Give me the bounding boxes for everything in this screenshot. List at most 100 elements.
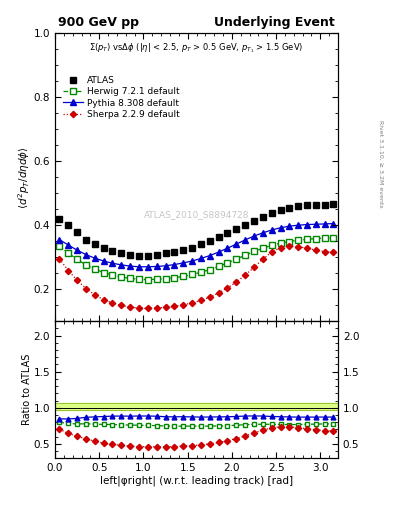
Herwig 7.2.1 default <box>137 276 141 282</box>
Line: ATLAS: ATLAS <box>57 202 335 258</box>
Herwig 7.2.1 default <box>208 267 212 273</box>
Pythia 8.308 default <box>181 260 185 266</box>
Pythia 8.308 default <box>216 249 221 255</box>
Herwig 7.2.1 default <box>296 237 301 243</box>
Pythia 8.308 default <box>154 263 159 269</box>
Pythia 8.308 default <box>287 223 292 229</box>
Herwig 7.2.1 default <box>128 275 132 282</box>
Herwig 7.2.1 default <box>181 273 185 280</box>
ATLAS <box>163 250 168 257</box>
Herwig 7.2.1 default <box>216 263 221 269</box>
Pythia 8.308 default <box>296 222 301 228</box>
ATLAS <box>216 234 221 241</box>
ATLAS <box>243 222 248 228</box>
ATLAS <box>172 249 177 255</box>
Herwig 7.2.1 default <box>305 236 309 242</box>
Herwig 7.2.1 default <box>261 245 265 251</box>
ATLAS <box>66 222 71 228</box>
Line: Herwig 7.2.1 default: Herwig 7.2.1 default <box>57 235 335 282</box>
Sherpa 2.2.9 default <box>181 302 185 308</box>
ATLAS <box>225 230 230 236</box>
Sherpa 2.2.9 default <box>163 304 168 310</box>
Sherpa 2.2.9 default <box>84 286 88 292</box>
Herwig 7.2.1 default <box>322 235 327 241</box>
Pythia 8.308 default <box>269 227 274 233</box>
Pythia 8.308 default <box>119 262 124 268</box>
Sherpa 2.2.9 default <box>119 303 124 309</box>
Sherpa 2.2.9 default <box>234 279 239 285</box>
Sherpa 2.2.9 default <box>269 249 274 255</box>
Pythia 8.308 default <box>261 230 265 236</box>
Sherpa 2.2.9 default <box>57 255 62 262</box>
Sherpa 2.2.9 default <box>278 245 283 251</box>
ATLAS <box>57 216 62 222</box>
Pythia 8.308 default <box>128 263 132 269</box>
Sherpa 2.2.9 default <box>66 268 71 274</box>
ATLAS <box>145 252 150 259</box>
Herwig 7.2.1 default <box>84 262 88 268</box>
Herwig 7.2.1 default <box>154 276 159 282</box>
Sherpa 2.2.9 default <box>322 249 327 255</box>
Text: $\Sigma(p_T)$ vs$\Delta\phi$ ($|\eta|$ < 2.5, $p_T$ > 0.5 GeV, $p_{T_1}$ > 1.5 G: $\Sigma(p_T)$ vs$\Delta\phi$ ($|\eta|$ <… <box>89 42 304 55</box>
Herwig 7.2.1 default <box>234 256 239 262</box>
Pythia 8.308 default <box>243 237 248 243</box>
Sherpa 2.2.9 default <box>305 245 309 251</box>
Herwig 7.2.1 default <box>278 240 283 246</box>
Sherpa 2.2.9 default <box>92 292 97 298</box>
Herwig 7.2.1 default <box>190 271 195 278</box>
ATLAS <box>208 238 212 244</box>
Pythia 8.308 default <box>75 247 79 253</box>
Herwig 7.2.1 default <box>287 239 292 245</box>
Pythia 8.308 default <box>322 221 327 227</box>
Pythia 8.308 default <box>145 264 150 270</box>
Sherpa 2.2.9 default <box>216 290 221 296</box>
Herwig 7.2.1 default <box>57 243 62 249</box>
Pythia 8.308 default <box>84 251 88 258</box>
Bar <box>55 402 338 410</box>
Herwig 7.2.1 default <box>198 269 203 275</box>
ATLAS <box>252 218 256 224</box>
Legend: ATLAS, Herwig 7.2.1 default, Pythia 8.308 default, Sherpa 2.2.9 default: ATLAS, Herwig 7.2.1 default, Pythia 8.30… <box>62 75 180 120</box>
Pythia 8.308 default <box>331 221 335 227</box>
Herwig 7.2.1 default <box>252 248 256 254</box>
Herwig 7.2.1 default <box>75 257 79 263</box>
Pythia 8.308 default <box>225 245 230 251</box>
Line: Pythia 8.308 default: Pythia 8.308 default <box>57 221 335 269</box>
Herwig 7.2.1 default <box>119 274 124 280</box>
Sherpa 2.2.9 default <box>128 304 132 310</box>
Pythia 8.308 default <box>163 263 168 269</box>
Pythia 8.308 default <box>110 260 115 266</box>
Y-axis label: $\langle d^2 p_T/d\eta d\phi \rangle$: $\langle d^2 p_T/d\eta d\phi \rangle$ <box>17 146 32 209</box>
ATLAS <box>287 204 292 210</box>
X-axis label: left|φright| (w.r.t. leading track) [rad]: left|φright| (w.r.t. leading track) [rad… <box>100 476 293 486</box>
ATLAS <box>261 214 265 220</box>
Herwig 7.2.1 default <box>331 234 335 241</box>
Pythia 8.308 default <box>101 258 106 264</box>
Pythia 8.308 default <box>278 225 283 231</box>
Pythia 8.308 default <box>252 233 256 239</box>
Herwig 7.2.1 default <box>92 266 97 272</box>
Pythia 8.308 default <box>305 222 309 228</box>
ATLAS <box>305 202 309 208</box>
Herwig 7.2.1 default <box>145 276 150 283</box>
ATLAS <box>101 245 106 251</box>
Pythia 8.308 default <box>198 255 203 262</box>
ATLAS <box>314 202 318 208</box>
ATLAS <box>154 252 159 258</box>
Sherpa 2.2.9 default <box>296 244 301 250</box>
Sherpa 2.2.9 default <box>331 249 335 255</box>
Sherpa 2.2.9 default <box>101 296 106 303</box>
ATLAS <box>198 241 203 247</box>
Sherpa 2.2.9 default <box>252 264 256 270</box>
Sherpa 2.2.9 default <box>172 304 177 310</box>
ATLAS <box>296 203 301 209</box>
Sherpa 2.2.9 default <box>208 294 212 300</box>
Sherpa 2.2.9 default <box>110 300 115 306</box>
ATLAS <box>278 207 283 213</box>
Herwig 7.2.1 default <box>314 236 318 242</box>
Pythia 8.308 default <box>66 242 71 248</box>
ATLAS <box>190 245 195 251</box>
ATLAS <box>331 201 335 207</box>
Sherpa 2.2.9 default <box>75 277 79 283</box>
ATLAS <box>322 202 327 208</box>
